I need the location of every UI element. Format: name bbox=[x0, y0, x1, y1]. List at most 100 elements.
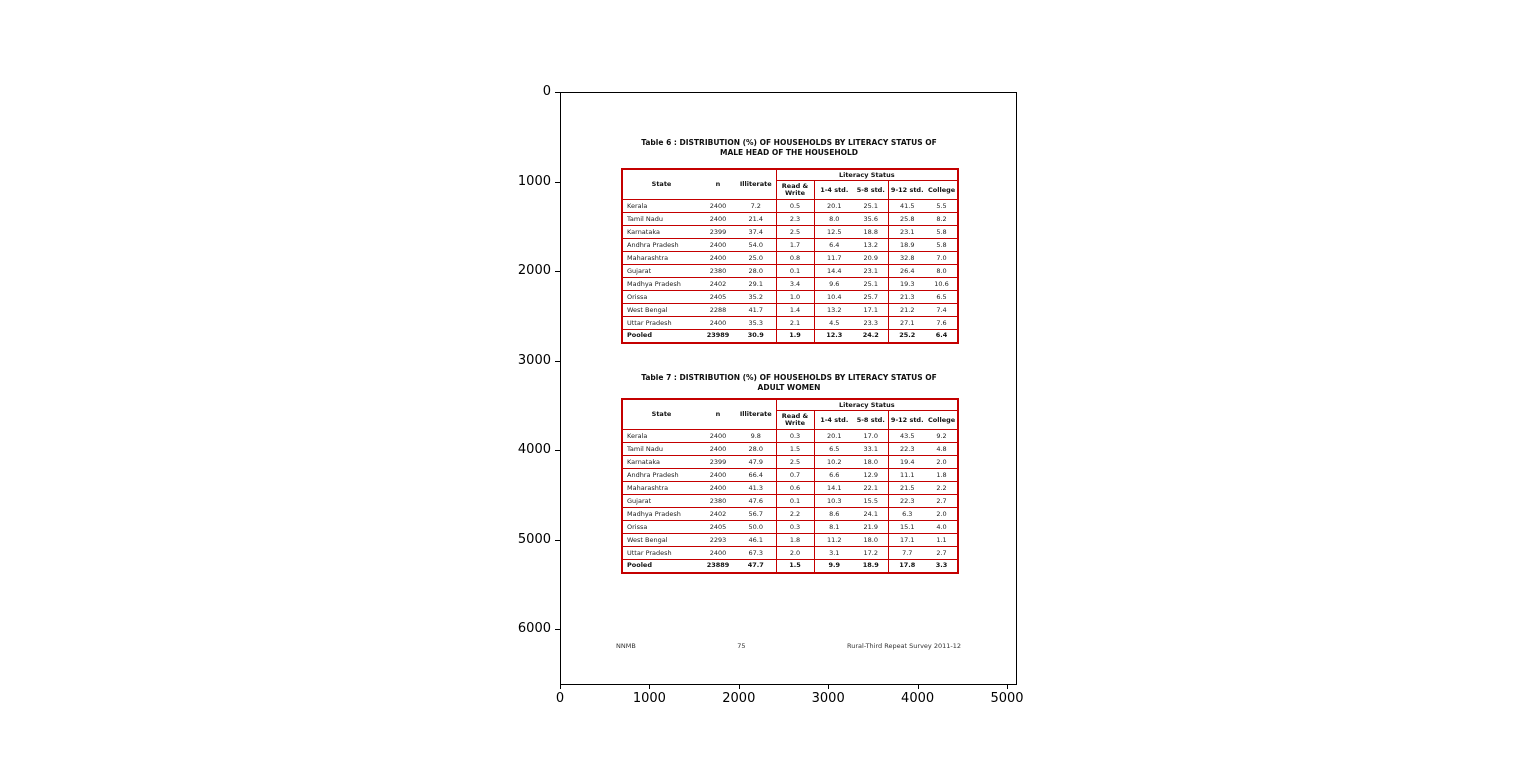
y-tick-label: 4000 bbox=[517, 442, 551, 457]
cell: 12.9 bbox=[854, 468, 888, 483]
cell: 2400 bbox=[700, 481, 736, 496]
table-row: Maharashtra 2400 25.0 0.8 11.7 20.9 32.8 7.0 bbox=[622, 251, 959, 266]
cell: 11.2 bbox=[813, 533, 854, 548]
cell: 28.0 bbox=[736, 264, 776, 279]
cell: 15.1 bbox=[887, 520, 926, 535]
x-tick-label: 0 bbox=[555, 691, 565, 706]
cell: 6.3 bbox=[887, 507, 926, 522]
cell: 7.7 bbox=[887, 546, 926, 561]
cell: 10.6 bbox=[926, 277, 959, 292]
table-row: West Bengal 2288 41.7 1.4 13.2 17.1 21.2 7.4 bbox=[622, 303, 959, 318]
cell: 12.3 bbox=[813, 329, 854, 344]
cell: 8.2 bbox=[926, 212, 959, 227]
cell: 11.7 bbox=[813, 251, 854, 266]
cell: 28.0 bbox=[736, 442, 776, 457]
cell: 2.5 bbox=[775, 455, 814, 470]
cell: West Bengal bbox=[622, 533, 700, 548]
cell: 2400 bbox=[700, 442, 736, 457]
cell: 41.5 bbox=[887, 199, 926, 214]
table6-title-line1: Table 6 : DISTRIBUTION (%) OF HOUSEHOLDS… bbox=[641, 138, 937, 147]
y-tick-label: 3000 bbox=[517, 352, 551, 368]
cell: 17.0 bbox=[854, 429, 888, 444]
cell: 1.8 bbox=[926, 468, 959, 483]
cell: 22.1 bbox=[854, 481, 888, 496]
x-tick-label: 5000 bbox=[990, 691, 1024, 706]
cell: 24.1 bbox=[854, 507, 888, 522]
cell: 41.3 bbox=[736, 481, 776, 496]
cell: 19.4 bbox=[887, 455, 926, 470]
cell: 23.1 bbox=[887, 225, 926, 240]
cell: 6.4 bbox=[926, 329, 959, 344]
cell: 25.1 bbox=[854, 277, 888, 292]
cell: 2.0 bbox=[775, 546, 814, 561]
x-tick-label: 4000 bbox=[901, 691, 935, 706]
cell: 8.0 bbox=[926, 264, 959, 279]
cell: 18.0 bbox=[854, 533, 888, 548]
cell: 10.3 bbox=[813, 494, 854, 509]
cell: 3.3 bbox=[926, 559, 959, 574]
cell: Gujarat bbox=[622, 494, 700, 509]
table-row: Gujarat 2380 28.0 0.1 14.4 23.1 26.4 8.0 bbox=[622, 264, 959, 279]
table6-title: Table 6 : DISTRIBUTION (%) OF HOUSEHOLDS… bbox=[621, 138, 957, 158]
cell: 2380 bbox=[700, 264, 736, 279]
table-row: Pooled 23889 47.7 1.5 9.9 18.9 17.8 3.3 bbox=[622, 559, 959, 574]
cell: 1.1 bbox=[926, 533, 959, 548]
cell: 35.6 bbox=[854, 212, 888, 227]
cell: 14.4 bbox=[813, 264, 854, 279]
cell: 26.4 bbox=[887, 264, 926, 279]
cell: 24.2 bbox=[854, 329, 888, 344]
table7: State n Illiterate Literacy Status Read … bbox=[621, 398, 960, 574]
cell: 7.4 bbox=[926, 303, 959, 318]
cell: 25.0 bbox=[736, 251, 776, 266]
cell: 0.1 bbox=[775, 494, 814, 509]
table6-header-n: n bbox=[700, 169, 736, 201]
table-row: Uttar Pradesh 2400 35.3 2.1 4.5 23.3 27.1 7.6 bbox=[622, 316, 959, 331]
cell: 1.7 bbox=[775, 238, 814, 253]
document-page: Table 6 : DISTRIBUTION (%) OF HOUSEHOLDS… bbox=[561, 93, 1016, 684]
cell: 2.5 bbox=[775, 225, 814, 240]
table-row: Andhra Pradesh 2400 66.4 0.7 6.6 12.9 11.1 1.8 bbox=[622, 468, 959, 483]
table7-header-group: Literacy Status bbox=[775, 399, 959, 412]
table6-title-line2: MALE HEAD OF THE HOUSEHOLD bbox=[720, 148, 858, 158]
cell: 2.7 bbox=[926, 494, 959, 509]
table-row: Kerala 2400 7.2 0.5 20.1 25.1 41.5 5.5 bbox=[622, 199, 959, 214]
cell: 9.9 bbox=[813, 559, 854, 574]
cell: 43.5 bbox=[887, 429, 926, 444]
cell: 2402 bbox=[700, 277, 736, 292]
cell: 6.6 bbox=[813, 468, 854, 483]
cell: 2.3 bbox=[775, 212, 814, 227]
y-tick-mark bbox=[555, 271, 560, 272]
cell: 56.7 bbox=[736, 507, 776, 522]
cell: 2.0 bbox=[926, 455, 959, 470]
table7-header-1-4-std: 1-4 std. bbox=[813, 410, 854, 431]
cell: 15.5 bbox=[854, 494, 888, 509]
cell: 2.2 bbox=[775, 507, 814, 522]
cell: 0.7 bbox=[775, 468, 814, 483]
cell: 2400 bbox=[700, 468, 736, 483]
table7-header-n: n bbox=[700, 399, 736, 431]
cell: 22.3 bbox=[887, 442, 926, 457]
cell: Pooled bbox=[622, 559, 700, 574]
cell: 12.5 bbox=[813, 225, 854, 240]
cell: 67.3 bbox=[736, 546, 776, 561]
table6-header-illiterate: Illiterate bbox=[736, 169, 776, 201]
cell: 7.2 bbox=[736, 199, 776, 214]
table7-header-illiterate: Illiterate bbox=[736, 399, 776, 431]
cell: 11.1 bbox=[887, 468, 926, 483]
cell: Uttar Pradesh bbox=[622, 546, 700, 561]
x-tick-mark bbox=[560, 684, 561, 689]
cell: 2402 bbox=[700, 507, 736, 522]
table7-section: Table 7 : DISTRIBUTION (%) OF HOUSEHOLDS… bbox=[621, 373, 960, 574]
y-tick-label: 6000 bbox=[517, 621, 551, 636]
table-row: Gujarat 2380 47.6 0.1 10.3 15.5 22.3 2.7 bbox=[622, 494, 959, 509]
table-row: Tamil Nadu 2400 21.4 2.3 8.0 35.6 25.8 8.2 bbox=[622, 212, 959, 227]
table7-header-read-write: Read & Write bbox=[775, 410, 814, 431]
cell: 21.4 bbox=[736, 212, 776, 227]
cell: 6.5 bbox=[926, 290, 959, 305]
cell: 8.6 bbox=[813, 507, 854, 522]
cell: West Bengal bbox=[622, 303, 700, 318]
table-row: Pooled 23989 30.9 1.9 12.3 24.2 25.2 6.4 bbox=[622, 329, 959, 344]
cell: Kerala bbox=[622, 429, 700, 444]
cell: 18.0 bbox=[854, 455, 888, 470]
cell: 21.5 bbox=[887, 481, 926, 496]
